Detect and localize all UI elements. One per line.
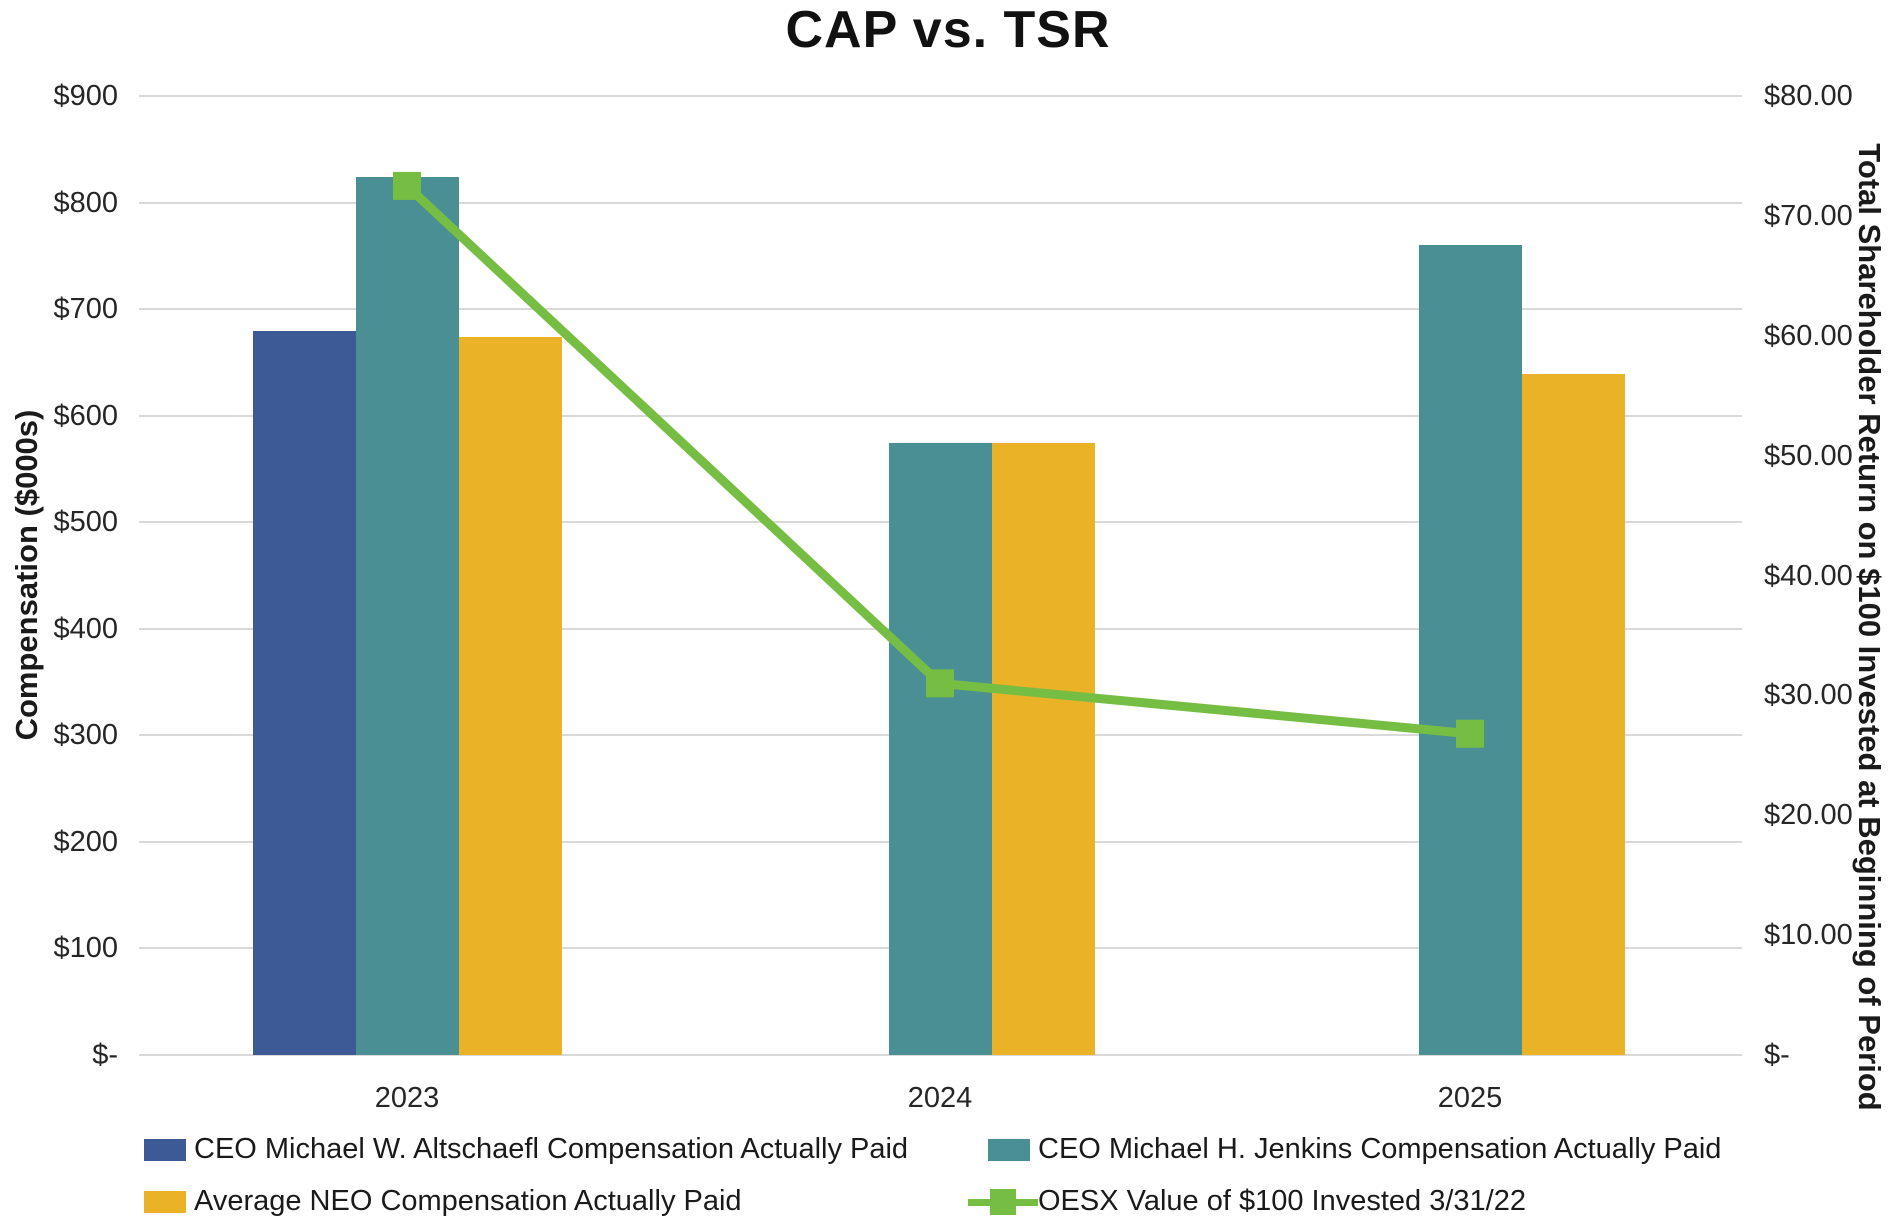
bar-series3-2025 bbox=[1521, 374, 1625, 1055]
left-axis-tick-label: $700 bbox=[53, 293, 118, 326]
left-axis-tick-label: $300 bbox=[53, 719, 118, 752]
left-axis-tick-label: $100 bbox=[53, 932, 118, 965]
right-axis-tick-label: $10.00 bbox=[1764, 919, 1853, 952]
bar-series2-2024 bbox=[888, 443, 992, 1055]
gridline bbox=[139, 95, 1742, 97]
right-axis-tick-label: $40.00 bbox=[1764, 559, 1853, 592]
bar-series3-2024 bbox=[991, 443, 1095, 1055]
right-axis-tick-label: $80.00 bbox=[1764, 80, 1853, 112]
legend-label: OESX Value of $100 Invested 3/31/22 bbox=[1038, 1185, 1526, 1217]
x-axis-label-2023: 2023 bbox=[374, 1082, 440, 1114]
right-axis-tick-label: $70.00 bbox=[1764, 199, 1853, 232]
legend-swatch-bar bbox=[144, 1139, 186, 1161]
right-axis-tick-label: $60.00 bbox=[1764, 319, 1853, 352]
bar-series2-2023 bbox=[355, 176, 459, 1055]
legend-swatch-bar bbox=[144, 1191, 186, 1213]
left-axis-tick-label: $600 bbox=[53, 399, 118, 432]
legend-label: CEO Michael W. Altschaefl Compensation A… bbox=[194, 1133, 909, 1165]
right-axis-tick-label: $50.00 bbox=[1764, 439, 1853, 472]
right-axis-tick-label: $- bbox=[1764, 1039, 1790, 1071]
gridline bbox=[139, 1054, 1742, 1056]
right-axis-tick-label: $30.00 bbox=[1764, 679, 1853, 712]
legend-label: Average NEO Compensation Actually Paid bbox=[194, 1185, 742, 1217]
legend-label: CEO Michael H. Jenkins Compensation Actu… bbox=[1038, 1133, 1722, 1165]
legend-line-marker bbox=[990, 1189, 1016, 1215]
left-axis-tick-label: $- bbox=[92, 1039, 118, 1071]
chart-title: CAP vs. TSR bbox=[785, 1, 1111, 59]
bar-series1-2023 bbox=[252, 331, 356, 1055]
x-axis-label-2025: 2025 bbox=[1437, 1082, 1503, 1114]
left-axis-tick-label: $200 bbox=[53, 825, 118, 858]
bar-series3-2023 bbox=[458, 336, 562, 1055]
legend-swatch-line-marker bbox=[968, 1189, 1038, 1215]
left-axis-tick-label: $800 bbox=[53, 186, 118, 219]
legend-swatch-bar bbox=[988, 1139, 1030, 1161]
right-axis-tick-label: $20.00 bbox=[1764, 799, 1853, 832]
left-axis-tick-label: $900 bbox=[53, 80, 118, 112]
left-axis-tick-label: $400 bbox=[53, 612, 118, 645]
bar-series2-2025 bbox=[1418, 245, 1522, 1055]
x-axis-label-2024: 2024 bbox=[907, 1082, 973, 1114]
left-axis-tick-label: $500 bbox=[53, 506, 118, 539]
left-axis-title: Compensation ($000s) bbox=[9, 409, 44, 741]
